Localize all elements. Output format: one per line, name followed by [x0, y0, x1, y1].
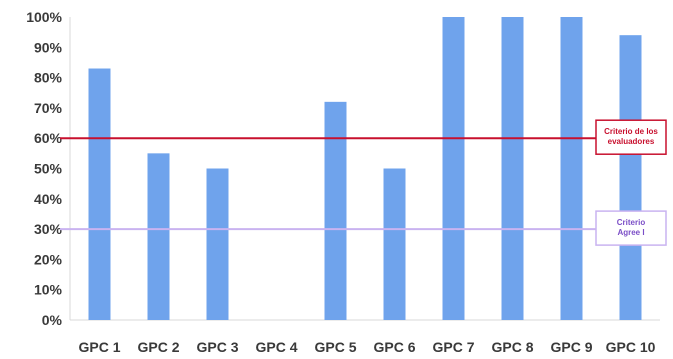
bar — [383, 168, 406, 320]
y-tick-label: 70% — [34, 100, 63, 116]
y-tick-label: 90% — [34, 39, 63, 55]
x-tick-label: GPC 4 — [255, 339, 297, 355]
y-tick-label: 50% — [34, 161, 63, 177]
reference-annotation-label: Criterio — [617, 218, 646, 227]
bar — [442, 17, 465, 320]
y-tick-labels: 0% 10% 20% 30% 40% 50% 60% 70% 80% 90% 100% — [26, 9, 62, 328]
bar — [619, 35, 642, 321]
y-tick-label: 30% — [34, 221, 63, 237]
bar — [206, 168, 229, 320]
reference-annotation-label: Criterio de los — [604, 127, 658, 136]
x-tick-labels: GPC 1 GPC 2 GPC 3 GPC 4 GPC 5 GPC 6 GPC 7 GPC 8… — [78, 339, 655, 355]
y-tick-label: 60% — [34, 130, 63, 146]
bar — [88, 68, 111, 320]
x-tick-label: GPC 2 — [137, 339, 179, 355]
x-tick-label: GPC 3 — [196, 339, 238, 355]
bar — [324, 101, 347, 320]
x-tick-label: GPC 5 — [314, 339, 356, 355]
y-tick-label: 100% — [26, 9, 62, 25]
y-tick-label: 40% — [34, 191, 63, 207]
x-tick-label: GPC 7 — [432, 339, 474, 355]
bar — [560, 17, 583, 320]
x-tick-label: GPC 6 — [373, 339, 415, 355]
x-tick-label: GPC 1 — [78, 339, 120, 355]
x-tick-label: GPC 8 — [491, 339, 533, 355]
x-tick-label: GPC 9 — [550, 339, 592, 355]
y-tick-label: 20% — [34, 251, 63, 267]
reference-annotation-label: evaluadores — [608, 137, 655, 146]
y-tick-label: 80% — [34, 70, 63, 86]
x-tick-label: GPC 10 — [606, 339, 656, 355]
reference-annotation-label: Agree I — [617, 228, 644, 237]
bar — [501, 17, 524, 320]
y-tick-label: 10% — [34, 282, 63, 298]
reference-annotation-box — [595, 119, 667, 155]
bars — [88, 17, 642, 321]
reference-annotation-box — [595, 210, 667, 246]
y-tick-label: 0% — [42, 312, 63, 328]
bar — [147, 153, 170, 320]
